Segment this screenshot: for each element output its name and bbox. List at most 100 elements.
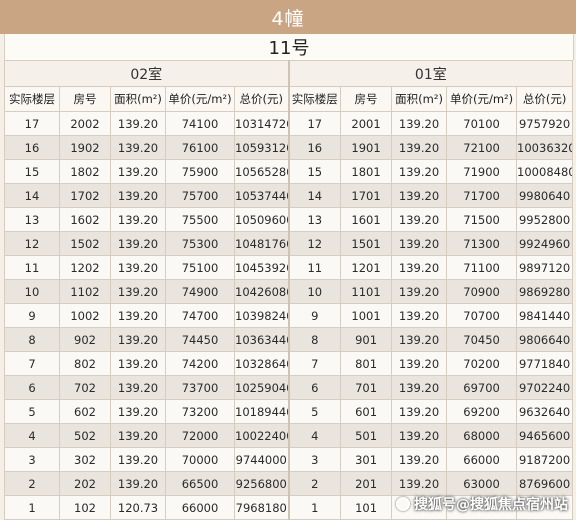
floor-cell: 16 <box>4 135 60 160</box>
left-room-no-cell: 902 <box>59 327 111 352</box>
left-room-no-cell: 1502 <box>59 231 111 256</box>
right-unit-price-cell: 69700 <box>446 375 518 400</box>
right-floor-cell: 3 <box>287 447 342 472</box>
room-right-label: 01室 <box>287 60 574 87</box>
floor-cell: 4 <box>4 423 60 448</box>
watermark-text: 搜狐号@搜狐焦点宿州站 <box>414 497 568 513</box>
left-area-cell: 139.20 <box>110 447 166 472</box>
table-row: 11 1202 139.20 75100 10453920 11 1201 139.20 711… <box>4 255 574 280</box>
header-right-unit-price: 单价(元/m²) <box>446 86 518 112</box>
left-unit-price-cell: 74100 <box>165 111 235 136</box>
right-unit-price-cell: 68000 <box>446 423 518 448</box>
left-unit-price-cell: 74700 <box>165 303 235 328</box>
right-unit-price-cell: 70700 <box>446 303 518 328</box>
right-unit-price-cell: 63000 <box>446 471 518 496</box>
left-unit-price-cell: 73200 <box>165 399 235 424</box>
right-unit-price-cell: 70100 <box>446 111 518 136</box>
left-room-no-cell: 102 <box>59 495 111 520</box>
right-total-price-cell: 9465600 <box>516 423 574 448</box>
floor-cell: 6 <box>4 375 60 400</box>
right-total-price-cell: 9757920 <box>516 111 574 136</box>
table-row: 9 1002 139.20 74700 10398240 9 1001 139.20 70700… <box>4 303 574 328</box>
right-unit-price-cell: 71700 <box>446 183 518 208</box>
table-row: 13 1602 139.20 75500 10509600 13 1601 139.20 715… <box>4 207 574 232</box>
right-room-no-cell: 1901 <box>340 135 393 160</box>
floor-cell: 12 <box>4 231 60 256</box>
right-room-no-cell: 601 <box>340 399 393 424</box>
floor-cell: 9 <box>4 303 60 328</box>
building-title: 4幢 <box>0 0 576 34</box>
right-area-cell: 139.20 <box>391 159 448 184</box>
right-room-no-cell: 1801 <box>340 159 393 184</box>
left-unit-price-cell: 75500 <box>165 207 235 232</box>
left-room-no-cell: 1902 <box>59 135 111 160</box>
left-area-cell: 139.20 <box>110 327 166 352</box>
left-total-price-cell: 10189440 <box>233 399 290 424</box>
right-room-no-cell: 901 <box>340 327 393 352</box>
left-room-no-cell: 1102 <box>59 279 111 304</box>
right-floor-cell: 2 <box>287 471 342 496</box>
right-area-cell: 139.20 <box>391 231 448 256</box>
right-room-no-cell: 1001 <box>340 303 393 328</box>
left-total-price-cell: 9256800 <box>233 471 290 496</box>
left-room-no-cell: 1702 <box>59 183 111 208</box>
table-row: 15 1802 139.20 75900 10565280 15 1801 139.20 719… <box>4 159 574 184</box>
left-unit-price-cell: 74900 <box>165 279 235 304</box>
left-room-no-cell: 1002 <box>59 303 111 328</box>
header-right-area: 面积(m²) <box>391 86 448 112</box>
left-unit-price-cell: 66000 <box>165 495 235 520</box>
left-unit-price-cell: 70000 <box>165 447 235 472</box>
right-room-no-cell: 1701 <box>340 183 393 208</box>
price-table: 02室 01室 实际楼层 房号 面积(m²) 单价(元/m²) 总价(元) 实际… <box>3 60 574 520</box>
right-total-price-cell: 10008480 <box>516 159 574 184</box>
left-total-price-cell: 10398240 <box>233 303 290 328</box>
right-unit-price-cell: 69200 <box>446 399 518 424</box>
header-left-area: 面积(m²) <box>110 86 166 112</box>
table-row: 16 1902 139.20 76100 10593120 16 1901 139.20 721… <box>4 135 574 160</box>
right-floor-cell: 14 <box>287 183 342 208</box>
right-unit-price-cell: 66000 <box>446 447 518 472</box>
left-unit-price-cell: 75700 <box>165 183 235 208</box>
header-floor-right: 实际楼层 <box>287 86 342 112</box>
floor-cell: 1 <box>4 495 60 520</box>
floor-cell: 13 <box>4 207 60 232</box>
right-floor-cell: 6 <box>287 375 342 400</box>
right-area-cell: 139.20 <box>391 375 448 400</box>
right-floor-cell: 12 <box>287 231 342 256</box>
right-floor-cell: 16 <box>287 135 342 160</box>
right-room-no-cell: 1201 <box>340 255 393 280</box>
right-unit-price-cell: 72100 <box>446 135 518 160</box>
right-room-no-cell: 201 <box>340 471 393 496</box>
right-room-no-cell: 501 <box>340 423 393 448</box>
right-room-no-cell: 101 <box>340 495 393 520</box>
table-row: 4 502 139.20 72000 10022400 4 501 139.20 68000 94… <box>4 423 574 448</box>
right-floor-cell: 8 <box>287 327 342 352</box>
right-area-cell: 139.20 <box>391 447 448 472</box>
right-room-no-cell: 1501 <box>340 231 393 256</box>
header-left-room-no: 房号 <box>59 86 111 112</box>
left-total-price-cell: 10481760 <box>233 231 290 256</box>
left-total-price-cell: 10453920 <box>233 255 290 280</box>
left-area-cell: 139.20 <box>110 471 166 496</box>
right-total-price-cell: 8769600 <box>516 471 574 496</box>
header-floor: 实际楼层 <box>4 86 60 112</box>
left-room-no-cell: 602 <box>59 399 111 424</box>
right-area-cell: 139.20 <box>391 279 448 304</box>
right-total-price-cell: 9702240 <box>516 375 574 400</box>
right-area-cell: 139.20 <box>391 135 448 160</box>
right-total-price-cell: 9952800 <box>516 207 574 232</box>
right-area-cell: 139.20 <box>391 471 448 496</box>
right-room-no-cell: 301 <box>340 447 393 472</box>
room-left-label: 02室 <box>3 60 290 87</box>
right-room-no-cell: 2001 <box>340 111 393 136</box>
right-floor-cell: 9 <box>287 303 342 328</box>
left-total-price-cell: 10426080 <box>233 279 290 304</box>
left-unit-price-cell: 74450 <box>165 327 235 352</box>
floor-cell: 11 <box>4 255 60 280</box>
left-unit-price-cell: 75300 <box>165 231 235 256</box>
left-area-cell: 139.20 <box>110 183 166 208</box>
table-row: 10 1102 139.20 74900 10426080 10 1101 139.20 709… <box>4 279 574 304</box>
left-room-no-cell: 502 <box>59 423 111 448</box>
left-total-price-cell: 9744000 <box>233 447 290 472</box>
room-header-row: 02室 01室 <box>3 60 574 87</box>
